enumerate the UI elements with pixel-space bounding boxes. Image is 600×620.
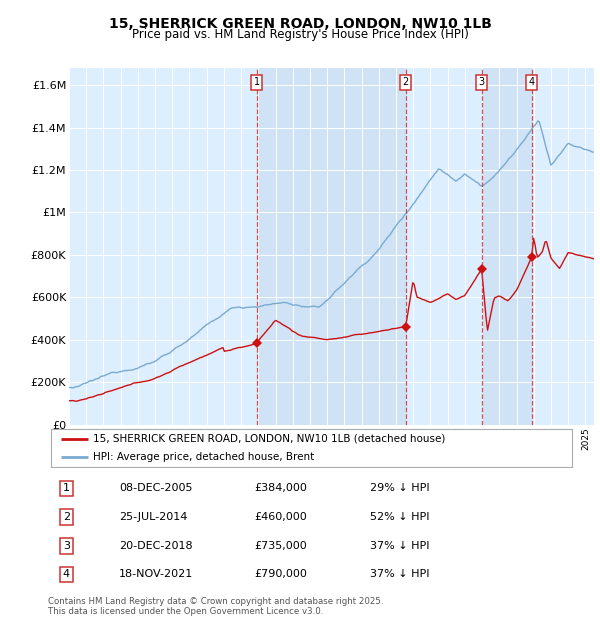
Text: 2: 2 [403, 78, 409, 87]
Text: £735,000: £735,000 [254, 541, 307, 551]
Text: 2: 2 [63, 512, 70, 522]
Text: 08-DEC-2005: 08-DEC-2005 [119, 484, 193, 494]
Text: 20-DEC-2018: 20-DEC-2018 [119, 541, 193, 551]
Text: 29% ↓ HPI: 29% ↓ HPI [370, 484, 430, 494]
Text: 37% ↓ HPI: 37% ↓ HPI [370, 541, 430, 551]
Text: HPI: Average price, detached house, Brent: HPI: Average price, detached house, Bren… [93, 452, 314, 463]
FancyBboxPatch shape [50, 429, 572, 467]
Text: 18-NOV-2021: 18-NOV-2021 [119, 569, 194, 580]
Text: 1: 1 [254, 78, 260, 87]
Text: £384,000: £384,000 [254, 484, 307, 494]
Text: Contains HM Land Registry data © Crown copyright and database right 2025.
This d: Contains HM Land Registry data © Crown c… [48, 596, 383, 616]
Text: £460,000: £460,000 [254, 512, 307, 522]
Bar [482, 68, 532, 425]
Text: 15, SHERRICK GREEN ROAD, LONDON, NW10 1LB (detached house): 15, SHERRICK GREEN ROAD, LONDON, NW10 1L… [93, 433, 445, 444]
Text: 4: 4 [529, 78, 535, 87]
Text: 15, SHERRICK GREEN ROAD, LONDON, NW10 1LB: 15, SHERRICK GREEN ROAD, LONDON, NW10 1L… [109, 17, 491, 30]
Text: 3: 3 [479, 78, 485, 87]
Text: Price paid vs. HM Land Registry's House Price Index (HPI): Price paid vs. HM Land Registry's House … [131, 28, 469, 40]
Text: 3: 3 [63, 541, 70, 551]
Text: £790,000: £790,000 [254, 569, 307, 580]
Text: 52% ↓ HPI: 52% ↓ HPI [370, 512, 430, 522]
Text: 1: 1 [63, 484, 70, 494]
Text: 37% ↓ HPI: 37% ↓ HPI [370, 569, 430, 580]
Text: 4: 4 [63, 569, 70, 580]
Text: 25-JUL-2014: 25-JUL-2014 [119, 512, 188, 522]
Bar [257, 68, 406, 425]
